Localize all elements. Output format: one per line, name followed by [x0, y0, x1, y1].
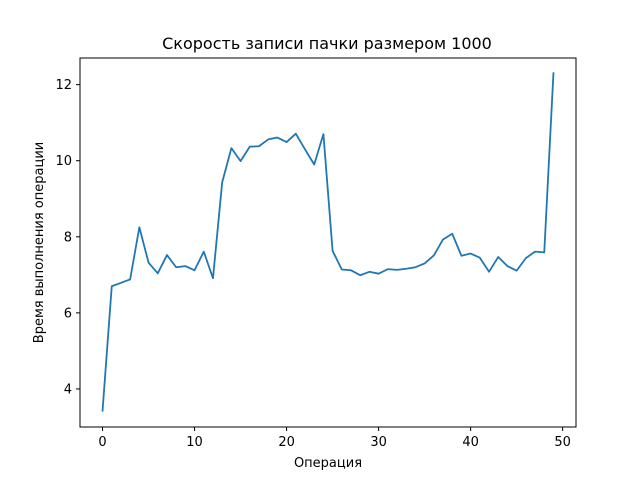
x-tick-label: 40 [462, 435, 479, 450]
plot-area [101, 72, 555, 412]
x-tick-label: 30 [370, 435, 387, 450]
y-tick-label: 6 [64, 306, 72, 321]
axis-ticks: 0 10 20 30 40 50 4 6 8 10 12 [55, 78, 570, 450]
y-tick-label: 12 [55, 78, 72, 93]
y-tick-label: 8 [64, 230, 72, 245]
x-tick-label: 50 [554, 435, 571, 450]
y-tick-label: 10 [55, 154, 72, 169]
axes-frame [79, 57, 577, 428]
x-tick-label: 0 [98, 435, 106, 450]
series-line-0 [101, 72, 555, 412]
y-tick-label: 4 [64, 382, 72, 397]
y-axis-label: Время выполнения операции [32, 142, 47, 343]
x-axis-label: Операция [294, 456, 362, 471]
x-tick-label: 20 [278, 435, 295, 450]
chart-title: Скорость записи пачки размером 1000 [162, 34, 492, 53]
x-tick-label: 10 [186, 435, 203, 450]
